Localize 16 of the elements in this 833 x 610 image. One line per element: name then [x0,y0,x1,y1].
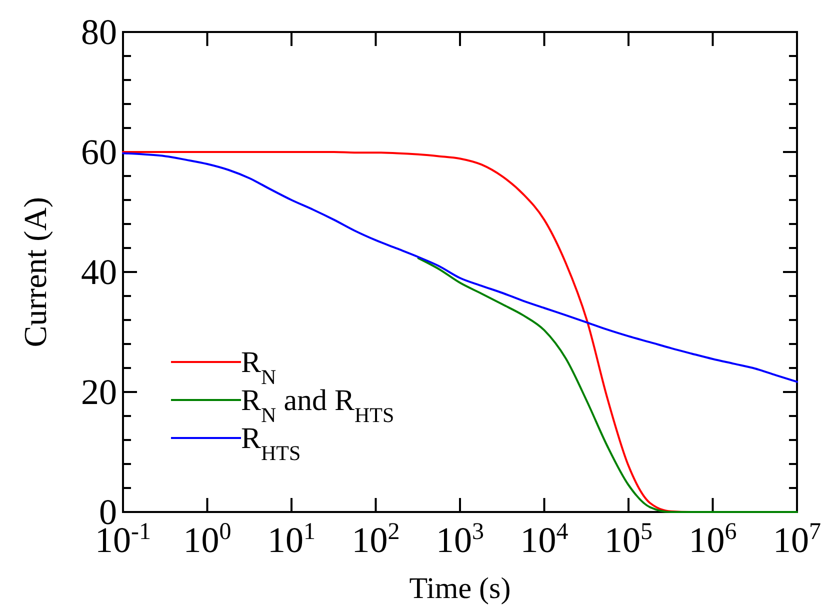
x-tick-label: 10$^{4}$ [520,519,568,560]
line-series [417,257,798,513]
y-tick-label: 80 [81,12,117,52]
x-tick-label: 10$^{2}$ [352,519,400,560]
y-axis-title: Current (A) [17,196,53,348]
line-series [122,152,798,383]
x-tick-label: 10$^{3}$ [436,519,484,560]
x-axis-title: Time (s) [409,572,511,605]
x-tick-label: 10$^{7}$ [773,519,821,560]
y-tick-label: 60 [81,132,117,172]
x-tick-label: 10$^{5}$ [604,519,652,560]
x-tick-label: 10$^{1}$ [268,519,316,560]
x-tick-label: 10$^{6}$ [688,519,737,560]
y-tick-label: 20 [81,372,117,412]
x-tick-label: 10$^{0}$ [183,519,232,560]
y-tick-label: 40 [81,252,117,292]
